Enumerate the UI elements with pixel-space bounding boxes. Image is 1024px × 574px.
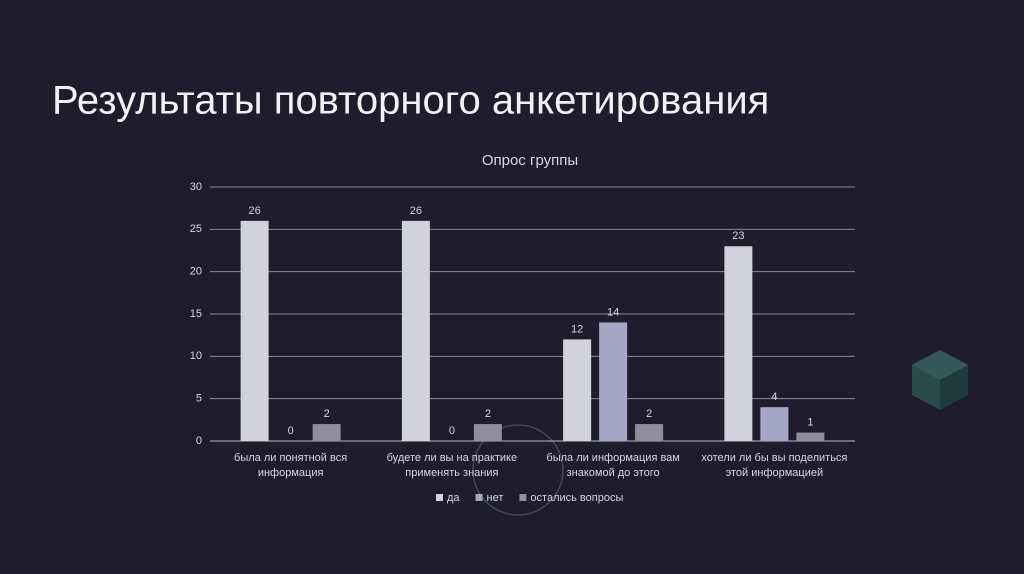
bar	[473, 424, 502, 441]
y-tick-label: 15	[190, 308, 202, 320]
y-tick-label: 20	[190, 266, 202, 278]
y-tick-label: 5	[196, 393, 202, 405]
legend-label: остались вопросы	[530, 492, 623, 504]
bar	[760, 407, 789, 441]
bar	[724, 246, 753, 441]
y-tick-label: 0	[196, 435, 202, 447]
bar	[312, 424, 341, 441]
value-label: 12	[571, 323, 583, 335]
legend-swatch	[519, 494, 527, 501]
value-label: 0	[288, 425, 294, 437]
decor-bubble	[472, 424, 564, 516]
bar	[635, 424, 664, 441]
y-tick-label: 10	[190, 350, 202, 362]
value-label: 2	[485, 408, 491, 420]
bar	[796, 432, 825, 441]
x-tick-label: была ли информация вам знакомой до этого	[546, 452, 680, 479]
y-tick-label: 30	[190, 181, 202, 193]
value-label: 14	[607, 306, 619, 318]
y-tick-label: 25	[190, 223, 202, 235]
value-label: 1	[807, 416, 813, 428]
legend-label: да	[447, 492, 460, 504]
bar	[401, 220, 430, 441]
slide-title: Результаты повторного анкетирования	[52, 79, 769, 123]
decor-cube	[912, 350, 968, 410]
value-label: 0	[449, 425, 455, 437]
legend-swatch	[436, 494, 443, 501]
value-label: 26	[410, 205, 422, 217]
legend-label: нет	[487, 492, 504, 504]
x-tick-label: хотели ли бы вы поделиться этой информац…	[701, 452, 848, 479]
value-label: 23	[732, 230, 744, 242]
bar	[599, 322, 628, 441]
value-label: 2	[324, 408, 330, 420]
value-label: 26	[249, 205, 261, 217]
bar	[563, 339, 592, 441]
value-label: 4	[771, 391, 777, 403]
x-tick-label: была ли понятной вся информация	[234, 452, 348, 479]
x-tick-label: будете ли вы на практике применять знани…	[386, 452, 518, 479]
legend-swatch	[475, 494, 483, 501]
bar	[240, 220, 269, 441]
chart-title: Опрос группы	[482, 152, 578, 169]
value-label: 2	[646, 408, 652, 420]
